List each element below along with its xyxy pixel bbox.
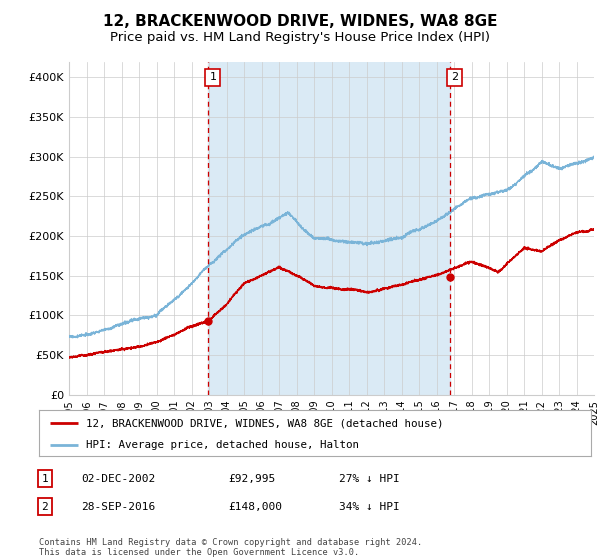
Text: 28-SEP-2016: 28-SEP-2016 xyxy=(81,502,155,512)
Bar xyxy=(208,62,449,395)
Text: Price paid vs. HM Land Registry's House Price Index (HPI): Price paid vs. HM Land Registry's House … xyxy=(110,31,490,44)
Text: £148,000: £148,000 xyxy=(228,502,282,512)
Text: 2: 2 xyxy=(41,502,49,512)
Text: Contains HM Land Registry data © Crown copyright and database right 2024.
This d: Contains HM Land Registry data © Crown c… xyxy=(39,538,422,557)
Text: 12, BRACKENWOOD DRIVE, WIDNES, WA8 8GE (detached house): 12, BRACKENWOOD DRIVE, WIDNES, WA8 8GE (… xyxy=(86,418,443,428)
Text: 1: 1 xyxy=(209,72,217,82)
Text: HPI: Average price, detached house, Halton: HPI: Average price, detached house, Halt… xyxy=(86,440,359,450)
Text: 27% ↓ HPI: 27% ↓ HPI xyxy=(339,474,400,484)
Text: 2: 2 xyxy=(451,72,458,82)
Text: 12, BRACKENWOOD DRIVE, WIDNES, WA8 8GE: 12, BRACKENWOOD DRIVE, WIDNES, WA8 8GE xyxy=(103,14,497,29)
Text: 1: 1 xyxy=(41,474,49,484)
Text: 34% ↓ HPI: 34% ↓ HPI xyxy=(339,502,400,512)
Text: 02-DEC-2002: 02-DEC-2002 xyxy=(81,474,155,484)
Text: £92,995: £92,995 xyxy=(228,474,275,484)
